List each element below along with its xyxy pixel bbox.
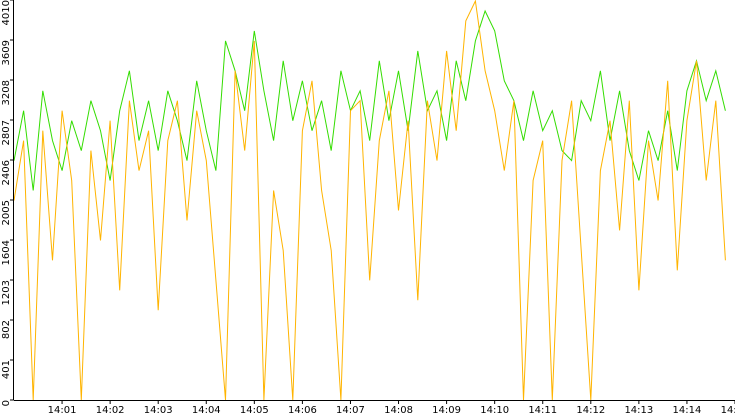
series-line bbox=[13, 9, 726, 191]
y-tick-label: 0 bbox=[1, 400, 12, 406]
x-tick-label: 14:01 bbox=[48, 405, 77, 415]
y-tick-label: 2406 bbox=[1, 160, 12, 185]
y-tick-label: 401 bbox=[1, 360, 12, 379]
y-tick-label: 2005 bbox=[1, 200, 12, 225]
x-tick-label: 14:06 bbox=[288, 405, 317, 415]
x-tick-label: 14:11 bbox=[528, 405, 557, 415]
x-tick-label: 14:15 bbox=[721, 405, 735, 415]
y-tick-label: 3609 bbox=[1, 40, 12, 65]
x-tick-label: 14:07 bbox=[336, 405, 365, 415]
y-tick-label: 4010 bbox=[1, 0, 12, 25]
x-tick-label: 14:04 bbox=[192, 405, 221, 415]
y-tick-label: 2807 bbox=[1, 120, 12, 145]
x-tick-label: 14:14 bbox=[673, 405, 702, 415]
x-tick-label: 14:05 bbox=[240, 405, 269, 415]
x-tick-label: 14:12 bbox=[576, 405, 605, 415]
x-tick-label: 14:03 bbox=[144, 405, 173, 415]
x-tick-label: 14:10 bbox=[480, 405, 509, 415]
x-tick-label: 14:13 bbox=[624, 405, 653, 415]
series-line bbox=[13, 0, 726, 401]
x-tick-label: 14:08 bbox=[384, 405, 413, 415]
y-tick-label: 3208 bbox=[1, 80, 12, 105]
x-tick-label: 14:09 bbox=[432, 405, 461, 415]
y-tick-label: 1604 bbox=[1, 240, 12, 265]
y-tick-label: 802 bbox=[1, 320, 12, 339]
x-tick-label: 14:02 bbox=[96, 405, 125, 415]
y-tick-label: 1203 bbox=[1, 280, 12, 305]
